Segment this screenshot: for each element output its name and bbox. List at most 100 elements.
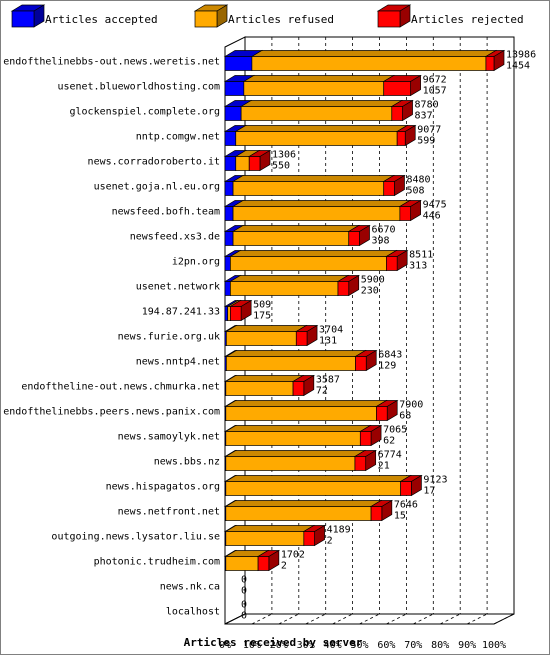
bar-segment-rejected [385, 249, 409, 272]
value-label-refused: 6670 [372, 225, 396, 236]
bar-segment-accepted-front [224, 131, 237, 146]
x-tick-label: 0% [219, 640, 231, 651]
x-tick-label: 20% [270, 640, 288, 651]
value-label-rejected: 837 [415, 111, 433, 122]
value-label-rejected: 2 [327, 536, 333, 547]
x-tick-label: 100% [482, 640, 506, 651]
bar-segment-rejected-front [337, 281, 350, 296]
bar-segment-rejected-front [376, 406, 388, 421]
grid-floor-line [305, 613, 326, 625]
bar-segment-refused-front [232, 231, 350, 246]
server-label: usenet.blueworldhosting.com [57, 82, 220, 93]
value-label-refused: 509 [253, 300, 271, 311]
bar-segment-refused-front [225, 356, 356, 371]
bar-segment-rejected-front [359, 431, 372, 446]
value-label-rejected: 446 [423, 211, 441, 222]
bar-segment-refused-top [224, 425, 372, 432]
value-label-refused: 6774 [378, 450, 402, 461]
grid-floor-line [386, 613, 407, 625]
grid-floor-line [493, 613, 515, 625]
server-label: endofthelinebbs-out.news.weretis.net [3, 57, 220, 68]
x-tick-label: 30% [297, 640, 315, 651]
bar-segment-refused-top [231, 225, 361, 232]
value-label-refused: 9077 [417, 125, 441, 136]
legend-label-1: Articles accepted [45, 13, 158, 26]
server-label: endofthelinebbs.peers.news.panix.com [3, 407, 220, 418]
server-label: newsfeed.bofh.team [112, 207, 220, 218]
server-label: photonic.trudheim.com [94, 557, 220, 568]
legend-label-2: Articles refused [228, 13, 334, 26]
value-label-refused: 0 [241, 575, 247, 586]
bar-segment-rejected [302, 524, 326, 547]
bar-segment-refused [239, 99, 404, 122]
bar-segment-refused [229, 274, 350, 297]
bar-segment-rejected-front [386, 256, 398, 271]
bar-segment-refused-top [250, 50, 498, 57]
bar-segment-refused [229, 249, 398, 272]
legend-swatch-3-front [377, 10, 401, 28]
legend-swatch-1 [10, 4, 46, 28]
bar-segment-refused [224, 474, 412, 497]
bar-segment-accepted-front [224, 106, 242, 121]
grid-floor-line [466, 613, 488, 625]
bar-segment-refused [231, 199, 412, 222]
bar-segment-refused [225, 349, 367, 372]
bar-segment-refused [242, 74, 395, 97]
bar-segment-rejected [353, 449, 377, 472]
value-label-refused: 1306 [272, 150, 296, 161]
bar-segment-rejected [256, 549, 281, 572]
bar-segment-rejected [395, 124, 417, 147]
bar-segment-refused-front [235, 131, 398, 146]
bar-segment-refused-top [225, 350, 367, 357]
server-label: endoftheline-out.news.chmurka.net [21, 382, 220, 393]
server-label: news.nntp4.net [136, 357, 220, 368]
bar-segment-refused [231, 224, 361, 247]
bar-segment-rejected-front [396, 131, 406, 146]
server-label: localhost [166, 607, 220, 618]
value-label-refused: 7065 [383, 425, 407, 436]
server-label: news.samoylyk.net [118, 432, 220, 443]
bar-segment-rejected [369, 499, 394, 522]
value-label-refused: 9672 [423, 75, 447, 86]
value-label-refused: 0 [241, 600, 247, 611]
bar-segment-rejected-front [383, 81, 411, 96]
value-label-rejected: 2 [281, 561, 287, 572]
bar-segment-rejected [229, 299, 253, 322]
bar-segment-accepted-front [224, 281, 231, 296]
value-label-refused: 3704 [319, 325, 343, 336]
bar-segment-rejected [399, 474, 423, 497]
bar-segment-refused-top [224, 375, 305, 382]
value-label-refused: 4189 [327, 525, 351, 536]
bar-segment-refused-top [229, 250, 398, 257]
bar-segment-refused-top [224, 475, 412, 482]
bar-segment-accepted-front [224, 231, 234, 246]
grid-floor-line [332, 613, 353, 625]
grid-floor-line [278, 613, 299, 625]
bar-segment-accepted-front [224, 56, 253, 71]
x-axis-label: Articles received by server [184, 636, 363, 649]
bar-segment-refused-front [225, 406, 377, 421]
bar-segment-refused-front [235, 156, 250, 171]
value-label-rejected: 21 [378, 461, 390, 472]
value-label-refused: 9475 [423, 200, 447, 211]
grid-floor-line [440, 613, 461, 625]
bar-segment-refused [224, 399, 388, 422]
bar-segment-refused-front [240, 106, 393, 121]
bar-segment-refused-top [229, 275, 350, 282]
value-label-rejected: 508 [406, 186, 424, 197]
bar-segment-refused-front [225, 331, 297, 346]
bar-segment-refused-front [251, 56, 487, 71]
server-label: i2pn.org [172, 257, 220, 268]
value-label-rejected: 550 [272, 161, 290, 172]
bar-segment-refused-top [234, 125, 409, 132]
x-tick-label: 10% [243, 640, 261, 651]
value-label-refused: 7900 [399, 400, 423, 411]
server-label: news.hispagatos.org [106, 482, 220, 493]
bar-segment-refused-front [230, 281, 339, 296]
value-label-rejected: 230 [361, 286, 379, 297]
bar-segment-refused-front [230, 256, 387, 271]
bar-segment-refused [250, 49, 498, 72]
server-label: news.bbs.nz [154, 457, 220, 468]
server-label: 194.87.241.33 [142, 307, 220, 318]
